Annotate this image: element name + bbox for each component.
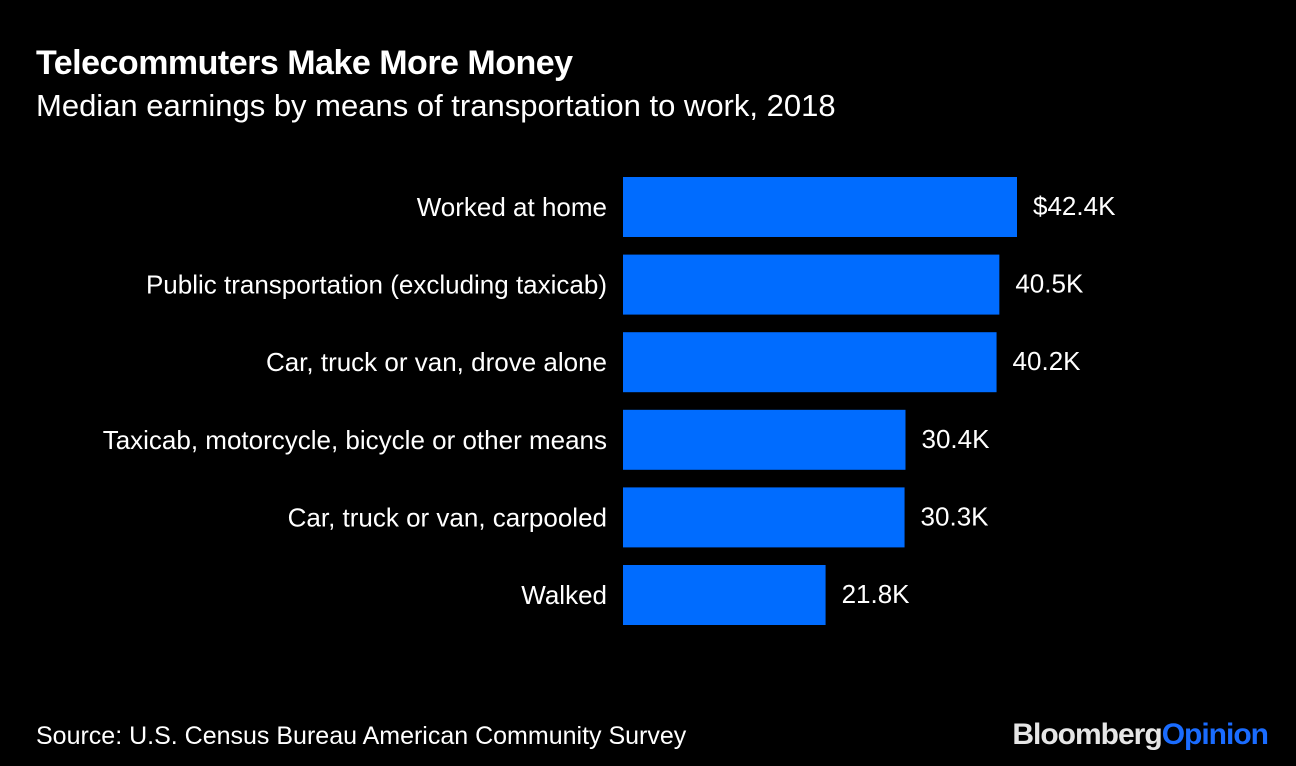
- bar: [623, 332, 997, 393]
- bar: [623, 409, 906, 470]
- bar: [623, 177, 1017, 237]
- data-label: 30.4K: [921, 424, 990, 454]
- category-label: Car, truck or van, drove alone: [266, 347, 607, 377]
- category-label: Taxicab, motorcycle, bicycle or other me…: [103, 425, 607, 455]
- data-label: 30.3K: [921, 501, 990, 531]
- brand-secondary: Opinion: [1161, 718, 1269, 751]
- data-label: 21.8K: [842, 579, 911, 609]
- bar: [623, 565, 826, 625]
- data-label: $42.4K: [1033, 191, 1116, 221]
- data-label: 40.5K: [1015, 269, 1084, 299]
- chart-title: Telecommuters Make More Money: [36, 44, 573, 82]
- category-label: Walked: [521, 580, 607, 610]
- brand-primary: Bloomberg: [1012, 718, 1162, 751]
- category-label: Worked at home: [417, 192, 607, 222]
- category-label: Car, truck or van, carpooled: [288, 502, 607, 532]
- category-label: Public transportation (excluding taxicab…: [146, 270, 607, 300]
- chart-subtitle: Median earnings by means of transportati…: [36, 88, 836, 123]
- data-label: 40.2K: [1013, 346, 1082, 376]
- bar: [623, 487, 905, 548]
- brand-logo: BloombergOpinion: [1012, 718, 1269, 752]
- source-note: Source: U.S. Census Bureau American Comm…: [36, 722, 687, 750]
- bar: [623, 254, 1000, 315]
